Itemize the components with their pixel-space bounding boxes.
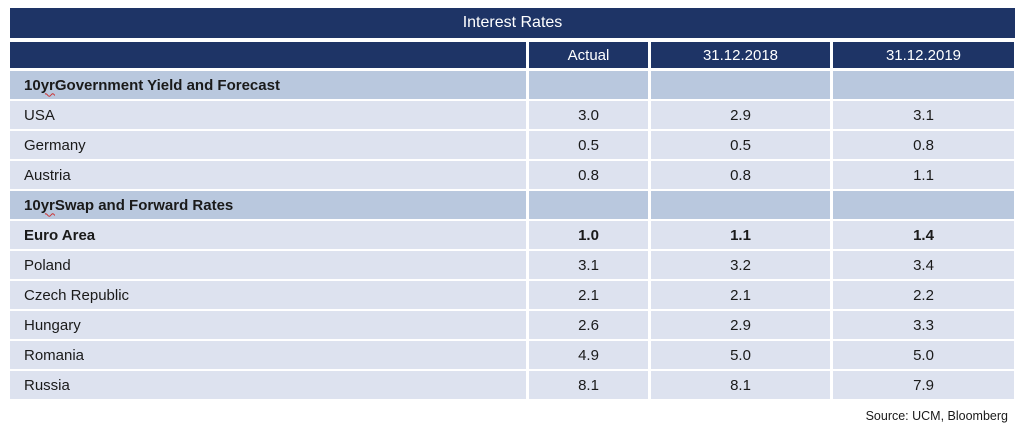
cell-value: 2.1 xyxy=(529,281,648,309)
cell-value: 3.2 xyxy=(651,251,830,279)
cell-value: 5.0 xyxy=(833,341,1014,369)
cell-value: 2.9 xyxy=(651,311,830,339)
row-label: Germany xyxy=(10,131,526,159)
cell-value xyxy=(651,191,830,219)
cell-value xyxy=(833,71,1014,99)
cell-value: 0.8 xyxy=(529,161,648,189)
table-row-poland: Poland 3.1 3.2 3.4 xyxy=(10,251,1015,279)
row-label: USA xyxy=(10,101,526,129)
section-label-rest: Government Yield and Forecast xyxy=(54,76,280,94)
table-row-hungary: Hungary 2.6 2.9 3.3 xyxy=(10,311,1015,339)
cell-value: 0.8 xyxy=(651,161,830,189)
cell-value xyxy=(651,71,830,99)
section-label-spellchecked-word: yr xyxy=(40,76,55,94)
section-label-prefix: 10 xyxy=(24,196,41,214)
row-label: Poland xyxy=(10,251,526,279)
cell-value: 3.1 xyxy=(529,251,648,279)
cell-value: 0.5 xyxy=(651,131,830,159)
table-row-germany: Germany 0.5 0.5 0.8 xyxy=(10,131,1015,159)
column-header-2019: 31.12.2019 xyxy=(833,42,1014,68)
row-label: Romania xyxy=(10,341,526,369)
cell-value: 1.0 xyxy=(529,221,648,249)
table-row-austria: Austria 0.8 0.8 1.1 xyxy=(10,161,1015,189)
row-label: Hungary xyxy=(10,311,526,339)
row-label: Austria xyxy=(10,161,526,189)
cell-value: 0.8 xyxy=(833,131,1014,159)
table-row-czech-republic: Czech Republic 2.1 2.1 2.2 xyxy=(10,281,1015,309)
column-header-row: Actual 31.12.2018 31.12.2019 xyxy=(10,42,1015,68)
section-row-government-yield: 10 yr Government Yield and Forecast xyxy=(10,71,1015,99)
section-label-prefix: 10 xyxy=(24,76,41,94)
interest-rates-table: Interest Rates Actual 31.12.2018 31.12.2… xyxy=(10,8,1015,401)
section-row-swap-forward: 10 yr Swap and Forward Rates xyxy=(10,191,1015,219)
table-row-euro-area: Euro Area 1.0 1.1 1.4 xyxy=(10,221,1015,249)
column-header-actual: Actual xyxy=(529,42,648,68)
cell-value: 2.2 xyxy=(833,281,1014,309)
table-title: Interest Rates xyxy=(10,8,1015,38)
column-header-2018: 31.12.2018 xyxy=(651,42,830,68)
source-attribution: Source: UCM, Bloomberg xyxy=(865,409,1008,423)
cell-value xyxy=(529,191,648,219)
cell-value: 5.0 xyxy=(651,341,830,369)
column-header-empty xyxy=(10,42,526,68)
cell-value: 7.9 xyxy=(833,371,1014,399)
cell-value xyxy=(833,191,1014,219)
table-row-usa: USA 3.0 2.9 3.1 xyxy=(10,101,1015,129)
cell-value: 3.0 xyxy=(529,101,648,129)
section-label-spellchecked-word: yr xyxy=(40,196,55,214)
section-label: 10 yr Swap and Forward Rates xyxy=(10,191,526,219)
table-row-romania: Romania 4.9 5.0 5.0 xyxy=(10,341,1015,369)
cell-value: 3.3 xyxy=(833,311,1014,339)
cell-value: 1.1 xyxy=(833,161,1014,189)
cell-value: 8.1 xyxy=(651,371,830,399)
row-label: Euro Area xyxy=(10,221,526,249)
cell-value: 8.1 xyxy=(529,371,648,399)
cell-value: 2.9 xyxy=(651,101,830,129)
section-label-rest: Swap and Forward Rates xyxy=(54,196,234,214)
row-label: Russia xyxy=(10,371,526,399)
cell-value: 1.1 xyxy=(651,221,830,249)
section-label: 10 yr Government Yield and Forecast xyxy=(10,71,526,99)
cell-value: 0.5 xyxy=(529,131,648,159)
cell-value: 2.6 xyxy=(529,311,648,339)
row-label: Czech Republic xyxy=(10,281,526,309)
cell-value: 4.9 xyxy=(529,341,648,369)
cell-value: 3.1 xyxy=(833,101,1014,129)
cell-value: 1.4 xyxy=(833,221,1014,249)
cell-value: 3.4 xyxy=(833,251,1014,279)
cell-value xyxy=(529,71,648,99)
table-row-russia: Russia 8.1 8.1 7.9 xyxy=(10,371,1015,399)
cell-value: 2.1 xyxy=(651,281,830,309)
